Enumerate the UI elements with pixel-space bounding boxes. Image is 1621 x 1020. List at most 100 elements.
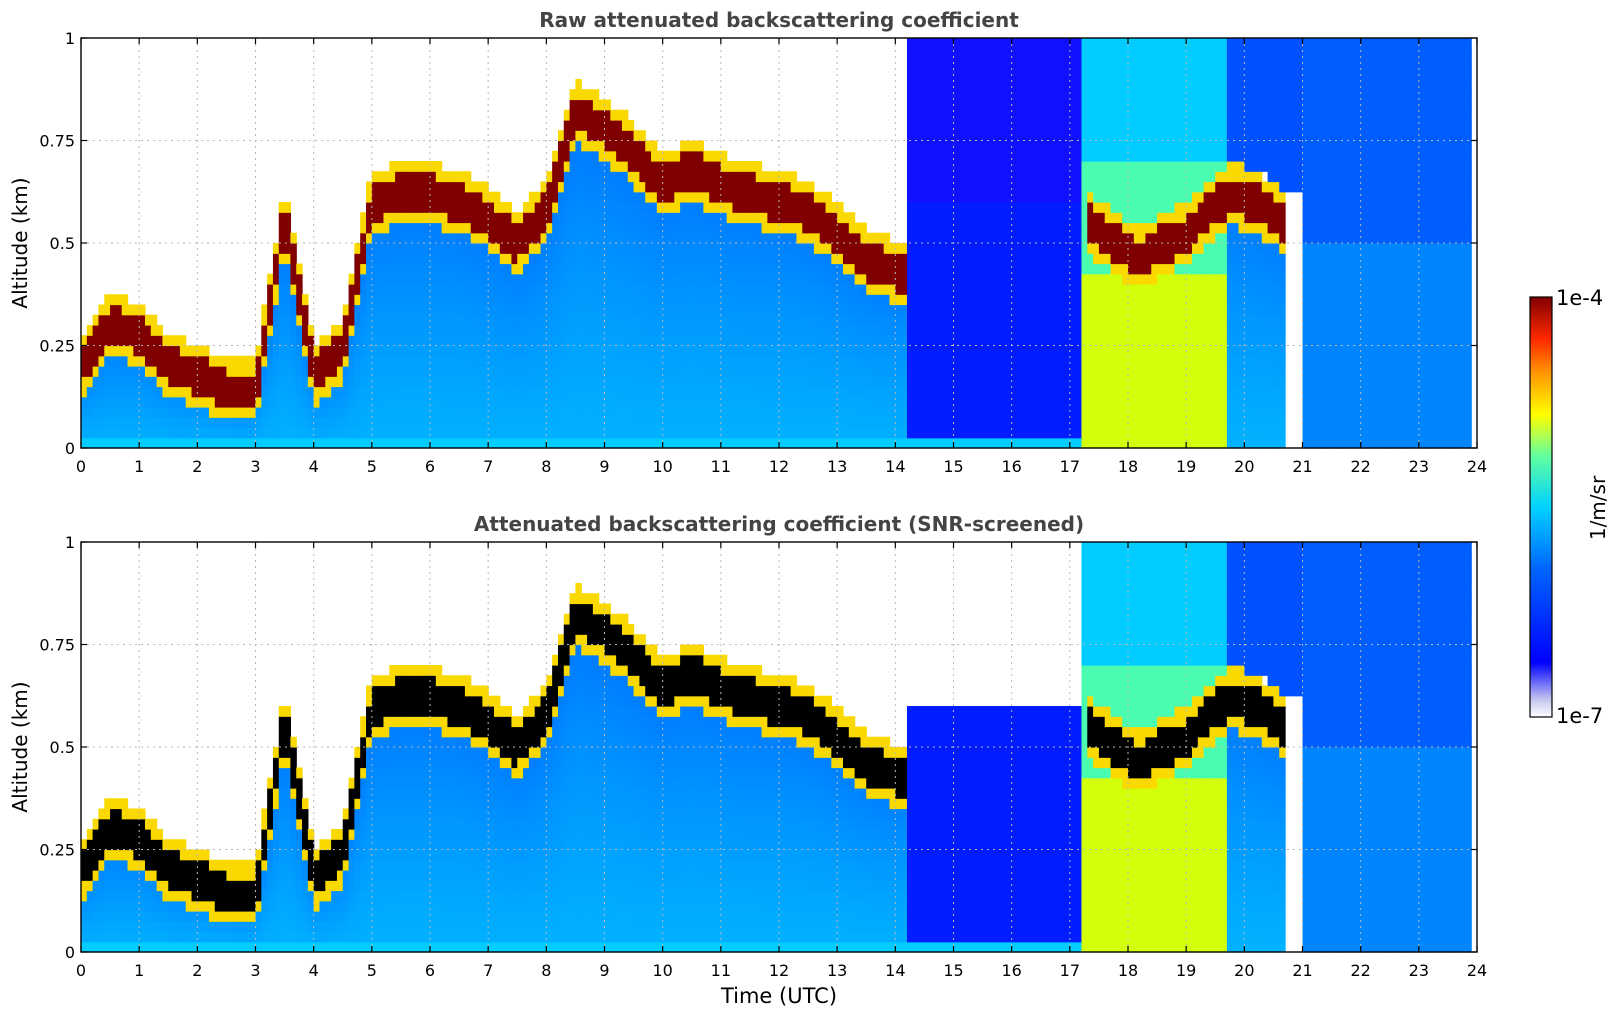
heatmap-cell bbox=[104, 376, 111, 388]
heatmap-cell bbox=[941, 202, 949, 213]
heatmap-cell bbox=[557, 355, 565, 367]
heatmap-cell bbox=[1029, 284, 1036, 295]
heatmap-cell bbox=[895, 386, 902, 398]
heatmap-cell bbox=[1034, 304, 1042, 316]
heatmap-cell bbox=[1139, 99, 1147, 111]
heatmap-cell bbox=[238, 386, 245, 398]
heatmap-cell bbox=[238, 376, 245, 388]
heatmap-cell bbox=[499, 427, 507, 439]
heatmap-cell bbox=[162, 376, 169, 388]
heatmap-cell bbox=[901, 243, 908, 254]
heatmap-cell bbox=[877, 396, 885, 408]
heatmap-cell bbox=[1093, 140, 1100, 152]
heatmap-cell bbox=[1104, 263, 1112, 275]
heatmap-cell bbox=[563, 171, 571, 183]
heatmap-cell bbox=[1029, 396, 1036, 408]
heatmap-cell bbox=[191, 417, 198, 429]
heatmap-cell bbox=[1064, 345, 1071, 357]
heatmap-cell bbox=[779, 181, 786, 193]
heatmap-cell bbox=[587, 202, 594, 213]
heatmap-cell bbox=[749, 335, 757, 347]
heatmap-cell bbox=[435, 222, 443, 234]
heatmap-cell bbox=[389, 161, 396, 172]
heatmap-cell bbox=[936, 294, 943, 306]
heatmap-cell bbox=[400, 437, 408, 449]
heatmap-cell bbox=[511, 366, 518, 377]
heatmap-cell bbox=[366, 294, 373, 306]
heatmap-cell bbox=[1093, 171, 1100, 183]
heatmap-cell bbox=[912, 314, 920, 326]
heatmap-cell bbox=[360, 407, 367, 418]
heatmap-cell bbox=[813, 325, 821, 336]
heatmap-cell bbox=[1005, 407, 1013, 418]
heatmap-cell bbox=[715, 273, 722, 285]
heatmap-cell bbox=[1052, 222, 1059, 234]
heatmap-cell bbox=[133, 427, 140, 439]
heatmap-cell bbox=[965, 191, 972, 203]
heatmap-cell bbox=[418, 345, 425, 357]
heatmap-cell bbox=[691, 202, 699, 213]
heatmap-cell bbox=[1104, 284, 1112, 295]
heatmap-cell bbox=[895, 294, 902, 306]
heatmap-cell bbox=[569, 120, 577, 131]
heatmap-cell bbox=[272, 417, 280, 429]
heatmap-cell bbox=[994, 325, 1001, 336]
heatmap-cell bbox=[662, 284, 670, 295]
heatmap-cell bbox=[383, 355, 390, 367]
heatmap-cell bbox=[540, 284, 547, 295]
heatmap-cell bbox=[825, 376, 832, 388]
heatmap-cell bbox=[464, 427, 472, 439]
heatmap-cell bbox=[732, 212, 739, 224]
heatmap-cell bbox=[790, 345, 798, 357]
heatmap-cell bbox=[906, 202, 914, 213]
heatmap-cell bbox=[1058, 263, 1065, 275]
heatmap-cell bbox=[1116, 396, 1123, 408]
heatmap-cell bbox=[633, 376, 640, 388]
heatmap-cell bbox=[918, 407, 926, 418]
heatmap-cell bbox=[906, 335, 914, 347]
heatmap-cell bbox=[203, 345, 210, 357]
heatmap-cell bbox=[1116, 191, 1123, 203]
heatmap-cell bbox=[348, 345, 355, 357]
heatmap-cell bbox=[581, 89, 588, 101]
heatmap-cell bbox=[1017, 396, 1024, 408]
heatmap-cell bbox=[587, 325, 594, 336]
heatmap-cell bbox=[1052, 284, 1059, 295]
heatmap-cell bbox=[976, 212, 984, 224]
heatmap-cell bbox=[918, 345, 926, 357]
heatmap-cell bbox=[1029, 294, 1036, 306]
heatmap-cell bbox=[930, 79, 937, 90]
heatmap-cell bbox=[552, 171, 559, 183]
heatmap-cell bbox=[470, 386, 478, 398]
heatmap-cell bbox=[1017, 181, 1024, 193]
heatmap-cell bbox=[767, 345, 774, 357]
heatmap-cell bbox=[278, 202, 286, 213]
heatmap-cell bbox=[418, 263, 425, 275]
heatmap-cell bbox=[1075, 366, 1083, 377]
heatmap-cell bbox=[732, 284, 739, 295]
heatmap-cell bbox=[982, 140, 989, 152]
heatmap-cell bbox=[604, 202, 611, 213]
heatmap-cell bbox=[1116, 68, 1123, 80]
heatmap-cell bbox=[587, 273, 594, 285]
heatmap-cell bbox=[918, 396, 926, 408]
heatmap-cell bbox=[953, 109, 960, 121]
heatmap-cell bbox=[1017, 263, 1024, 275]
heatmap-cell bbox=[482, 314, 489, 326]
heatmap-cell bbox=[575, 263, 582, 275]
heatmap-cell bbox=[953, 181, 960, 193]
heatmap-cell bbox=[848, 396, 856, 408]
heatmap-cell bbox=[959, 335, 966, 347]
heatmap-cell bbox=[400, 325, 408, 336]
heatmap-cell bbox=[290, 386, 297, 398]
heatmap-cell bbox=[866, 386, 873, 398]
heatmap-cell bbox=[982, 79, 989, 90]
heatmap-cell bbox=[1128, 161, 1135, 172]
heatmap-cell bbox=[179, 417, 187, 429]
heatmap-cell bbox=[1116, 181, 1123, 193]
heatmap-cell bbox=[366, 355, 373, 367]
heatmap-cell bbox=[779, 396, 786, 408]
heatmap-cell bbox=[366, 263, 373, 275]
heatmap-cell bbox=[610, 222, 617, 234]
heatmap-cell bbox=[1157, 417, 1164, 429]
